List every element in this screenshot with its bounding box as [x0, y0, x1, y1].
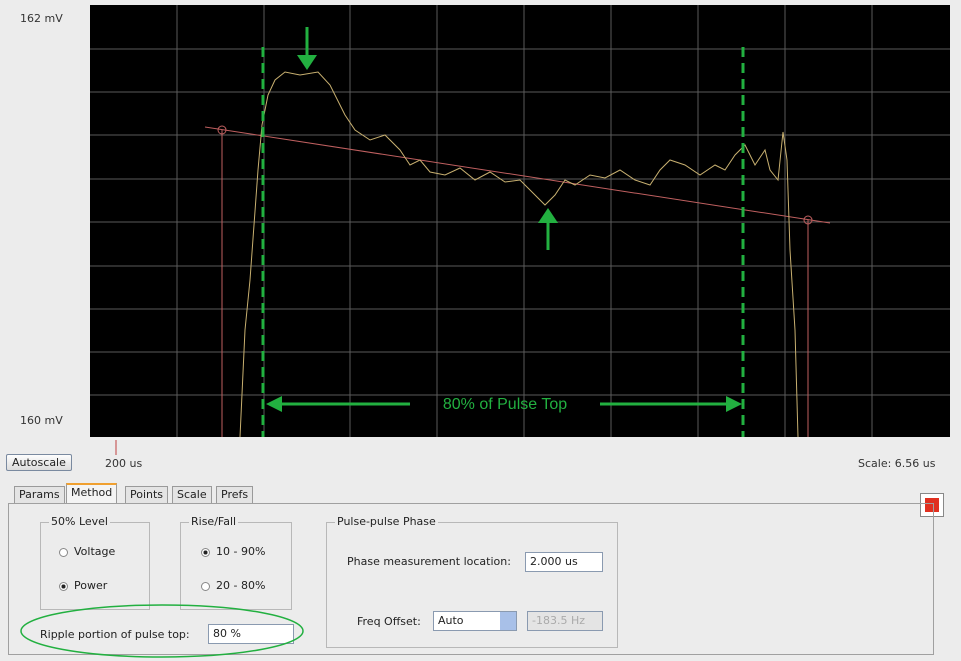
option-label: 10 - 90% — [216, 545, 266, 558]
radio-option[interactable]: 10 - 90% — [201, 545, 265, 558]
y-top-label: 162 mV — [20, 12, 63, 25]
field-label: Freq Offset: — [357, 615, 421, 628]
method-panel — [8, 503, 934, 655]
ripple-label: Ripple portion of pulse top: — [40, 628, 190, 641]
freq-dropdown[interactable]: Auto — [433, 611, 517, 631]
annotations — [261, 27, 745, 437]
plot-background — [90, 5, 950, 437]
tab[interactable]: Params — [14, 486, 65, 503]
scale-label: Scale: 6.56 us — [858, 457, 936, 470]
y-bottom-label: 160 mV — [20, 414, 63, 427]
tab[interactable]: Points — [125, 486, 169, 503]
pulse-top-label: 80% of Pulse Top — [443, 396, 567, 413]
tab[interactable]: Scale — [172, 486, 212, 503]
radio-option[interactable]: Voltage — [59, 545, 115, 558]
option-label: 20 - 80% — [216, 579, 266, 592]
dropdown-value: Auto — [438, 614, 464, 627]
x-left-label: 200 us — [105, 457, 142, 470]
location-input[interactable]: 2.000 us — [525, 552, 603, 572]
radio-option[interactable]: Power — [59, 579, 107, 592]
waveform — [239, 71, 799, 438]
group-title: Pulse-pulse Phase — [335, 515, 438, 528]
freq-input: -183.5 Hz — [527, 611, 603, 631]
level-group: 50% Level Voltage Power — [40, 515, 150, 610]
highlight-ellipse — [20, 604, 304, 658]
help-button[interactable] — [920, 493, 944, 517]
group-title: Rise/Fall — [189, 515, 239, 528]
ripple-input[interactable]: 80 % — [208, 624, 294, 644]
radio-option[interactable]: 20 - 80% — [201, 579, 265, 592]
ripple-fit — [204, 125, 831, 437]
autoscale-button[interactable]: Autoscale — [6, 454, 72, 471]
phase-group: Pulse-pulse Phase Phase measurement loca… — [326, 515, 618, 648]
option-label: Voltage — [74, 545, 116, 558]
option-label: Power — [74, 579, 108, 592]
rise-fall-group: Rise/Fall 10 - 90% 20 - 80% — [180, 515, 292, 610]
plot-area: 80% of Pulse Top 162 mV 160 mV 200 us Sc… — [20, 5, 950, 470]
field-label: Phase measurement location: — [347, 555, 511, 568]
tab[interactable]: Prefs — [216, 486, 254, 503]
grid — [90, 5, 950, 437]
tab[interactable]: Method — [66, 483, 118, 503]
group-title: 50% Level — [49, 515, 110, 528]
